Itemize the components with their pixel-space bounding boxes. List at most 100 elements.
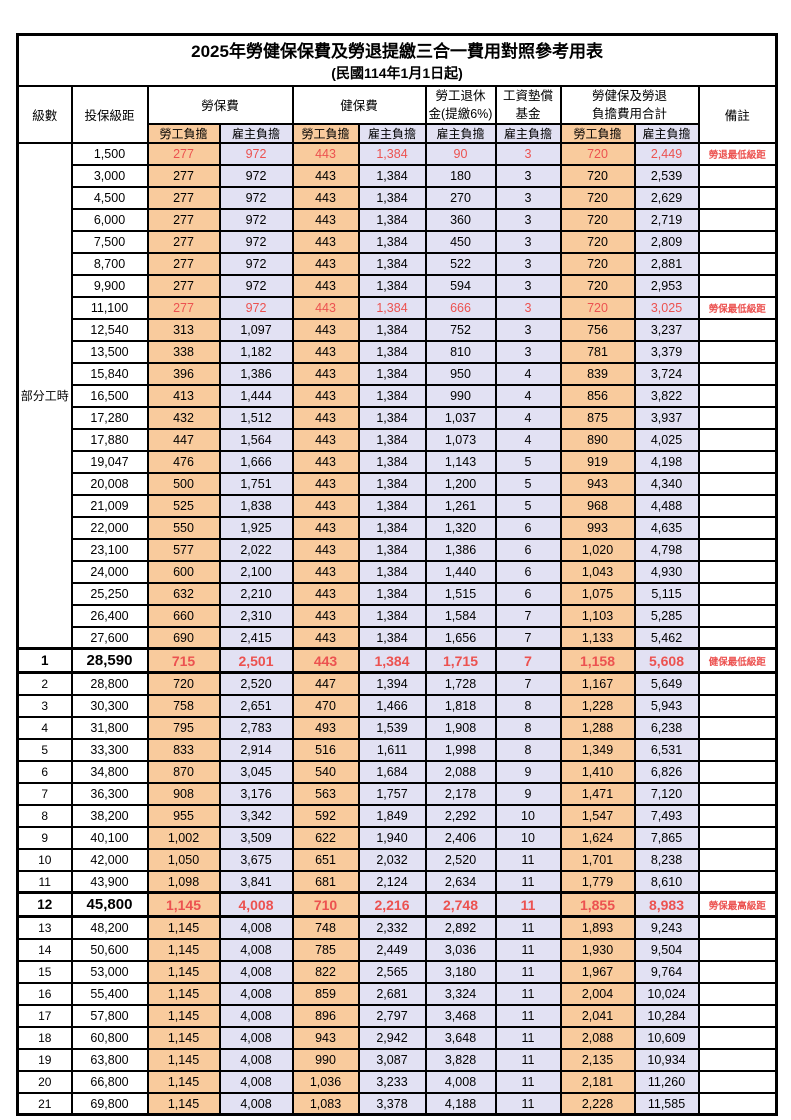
total-employer-cell: 6,531 [633,737,700,762]
bracket-cell: 7,500 [70,229,149,254]
health-employee-cell: 943 [291,1025,360,1050]
bracket-cell: 28,590 [70,647,149,675]
labor-employee-cell: 1,145 [146,937,221,962]
total-employer-cell: 8,610 [633,869,700,894]
labor-employee-cell: 432 [146,405,221,430]
total-employee-cell: 1,167 [559,671,636,696]
bracket-cell: 69,800 [70,1091,149,1116]
table-row: 15 53,000 1,145 4,008 822 2,565 3,180 11 1,967 9,… [16,959,778,984]
remark-cell [697,869,778,894]
remark-cell: 勞保最低級距 [697,295,778,320]
bracket-cell: 48,200 [70,915,149,940]
health-employer-cell: 2,449 [357,937,427,962]
health-employer-cell: 1,394 [357,671,427,696]
total-employee-cell: 1,043 [559,559,636,584]
table-row: 16,500 413 1,444 443 1,384 990 4 856 3,822 [18,383,778,408]
total-employer-cell: 11,260 [633,1069,700,1094]
labor-employer-cell: 972 [218,163,294,188]
level-cell: 2 [16,671,73,696]
health-employee-cell: 563 [291,781,360,806]
total-employer-cell: 3,025 [633,295,700,320]
pension-employer-cell: 1,818 [424,693,497,718]
health-employee-cell: 443 [291,383,360,408]
labor-employee-cell: 758 [146,693,221,718]
health-employee-cell: 443 [291,251,360,276]
remark-cell [697,185,778,210]
table-row: 13 48,200 1,145 4,008 748 2,332 2,892 11 1,893 9,… [16,915,778,940]
total-employer-cell: 9,504 [633,937,700,962]
total-employee-cell: 919 [559,449,636,474]
pension-employer-cell: 2,520 [424,847,497,872]
level-cell: 4 [16,715,73,740]
remark-cell [697,781,778,806]
labor-employer-cell: 4,008 [218,1025,294,1050]
total-employee-cell: 1,930 [559,937,636,962]
labor-employer-cell: 3,509 [218,825,294,850]
total-employer-cell: 4,635 [633,515,700,540]
total-employer-cell: 3,237 [633,317,700,342]
total-employee-cell: 1,410 [559,759,636,784]
bracket-cell: 21,009 [70,493,149,518]
bracket-cell: 3,000 [70,163,149,188]
wage-fund-employer-cell: 3 [494,141,562,166]
pension-employer-cell: 3,468 [424,1003,497,1028]
labor-employee-cell: 550 [146,515,221,540]
labor-employer-cell: 1,444 [218,383,294,408]
labor-employee-cell: 1,098 [146,869,221,894]
total-employer-cell: 11,585 [633,1091,700,1116]
wage-fund-employer-cell: 5 [494,493,562,518]
labor-employer-cell: 4,008 [218,959,294,984]
col-header-health-insurance: 健保費 [291,84,427,125]
labor-employee-cell: 1,145 [146,959,221,984]
pension-employer-cell: 270 [424,185,497,210]
health-employer-cell: 1,611 [357,737,427,762]
total-employer-cell: 2,719 [633,207,700,232]
table-row: 8,700 277 972 443 1,384 522 3 720 2,881 [18,251,778,276]
wage-fund-employer-cell: 6 [494,559,562,584]
labor-employee-cell: 277 [146,295,221,320]
level-cell: 21 [16,1091,73,1116]
labor-employee-cell: 277 [146,207,221,232]
bracket-cell: 11,100 [70,295,149,320]
total-employee-cell: 781 [559,339,636,364]
remark-cell [697,959,778,984]
total-employee-cell: 756 [559,317,636,342]
pension-employer-cell: 1,073 [424,427,497,452]
labor-employee-cell: 795 [146,715,221,740]
wage-fund-employer-cell: 4 [494,427,562,452]
table-row: 11 43,900 1,098 3,841 681 2,124 2,634 11 1,779 8,… [16,869,778,894]
labor-employee-cell: 277 [146,273,221,298]
wage-fund-employer-cell: 7 [494,625,562,650]
table-row: 9,900 277 972 443 1,384 594 3 720 2,953 [18,273,778,298]
table-row: 4,500 277 972 443 1,384 270 3 720 2,629 [18,185,778,210]
bracket-cell: 6,000 [70,207,149,232]
remark-cell [697,493,778,518]
health-employee-cell: 443 [291,141,360,166]
pension-employer-cell: 2,634 [424,869,497,894]
labor-employer-cell: 2,520 [218,671,294,696]
labor-employer-cell: 4,008 [218,1069,294,1094]
health-employee-cell: 540 [291,759,360,784]
labor-employer-cell: 4,008 [218,1047,294,1072]
health-employee-cell: 470 [291,693,360,718]
bracket-cell: 19,047 [70,449,149,474]
pension-employer-cell: 1,386 [424,537,497,562]
total-employee-cell: 968 [559,493,636,518]
total-employee-cell: 839 [559,361,636,386]
health-employee-cell: 443 [291,559,360,584]
total-employer-cell: 7,493 [633,803,700,828]
level-cell: 13 [16,915,73,940]
total-employee-cell: 1,893 [559,915,636,940]
labor-employee-cell: 833 [146,737,221,762]
total-employer-cell: 2,809 [633,229,700,254]
health-employer-cell: 1,384 [357,339,427,364]
health-employer-header: 雇主負擔 [357,122,427,144]
total-employee-cell: 1,471 [559,781,636,806]
bracket-cell: 45,800 [70,891,149,919]
labor-employee-cell: 525 [146,493,221,518]
health-employer-cell: 1,384 [357,295,427,320]
pension-employer-header: 雇主負擔 [424,122,497,144]
wage-fund-employer-cell: 10 [494,825,562,850]
table-row: 19,047 476 1,666 443 1,384 1,143 5 919 4,198 [18,449,778,474]
total-employee-cell: 1,020 [559,537,636,562]
